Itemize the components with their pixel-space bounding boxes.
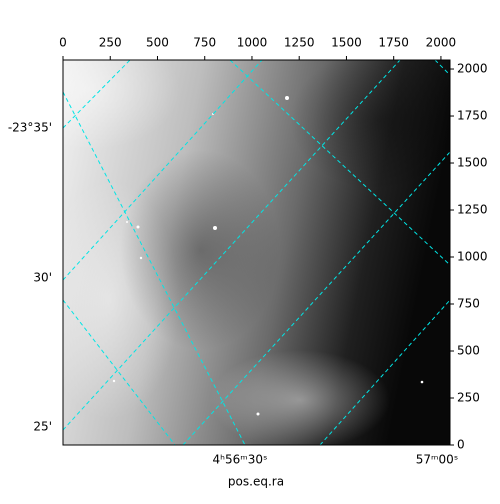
x-tick-label: 500: [146, 36, 169, 50]
y-tick-label: 0: [457, 438, 465, 452]
x-tick-label: 2000: [426, 36, 457, 50]
image: [63, 60, 450, 445]
dec-tick-label: -23°35': [8, 121, 52, 135]
x-tick-label: 0: [59, 36, 67, 50]
x-tick-label: 1250: [284, 36, 315, 50]
y-tick-label: 1000: [457, 250, 488, 264]
x-tick-label: 750: [193, 36, 216, 50]
y-tick-label: 1500: [457, 156, 488, 170]
ra-tick-label: 57ᵐ00ˢ: [416, 453, 459, 467]
wcs-grid: [63, 60, 450, 445]
x-tick-label: 1500: [331, 36, 362, 50]
y-tick-label: 500: [457, 344, 480, 358]
dec-tick-label: 30': [33, 271, 52, 285]
x-axis-label: pos.eq.ra: [228, 475, 284, 489]
ra-tick-label: 4ʰ56ᵐ30ˢ: [213, 453, 268, 467]
dec-tick-label: 25': [33, 420, 52, 434]
axes-frame: [62, 59, 451, 446]
x-tick-label: 250: [99, 36, 122, 50]
y-tick-label: 750: [457, 297, 480, 311]
y-tick-label: 250: [457, 391, 480, 405]
x-tick-label: 1000: [237, 36, 268, 50]
y-tick-label: 2000: [457, 62, 488, 76]
y-tick-label: 1250: [457, 203, 488, 217]
x-tick-label: 1750: [378, 36, 409, 50]
y-tick-label: 1750: [457, 109, 488, 123]
